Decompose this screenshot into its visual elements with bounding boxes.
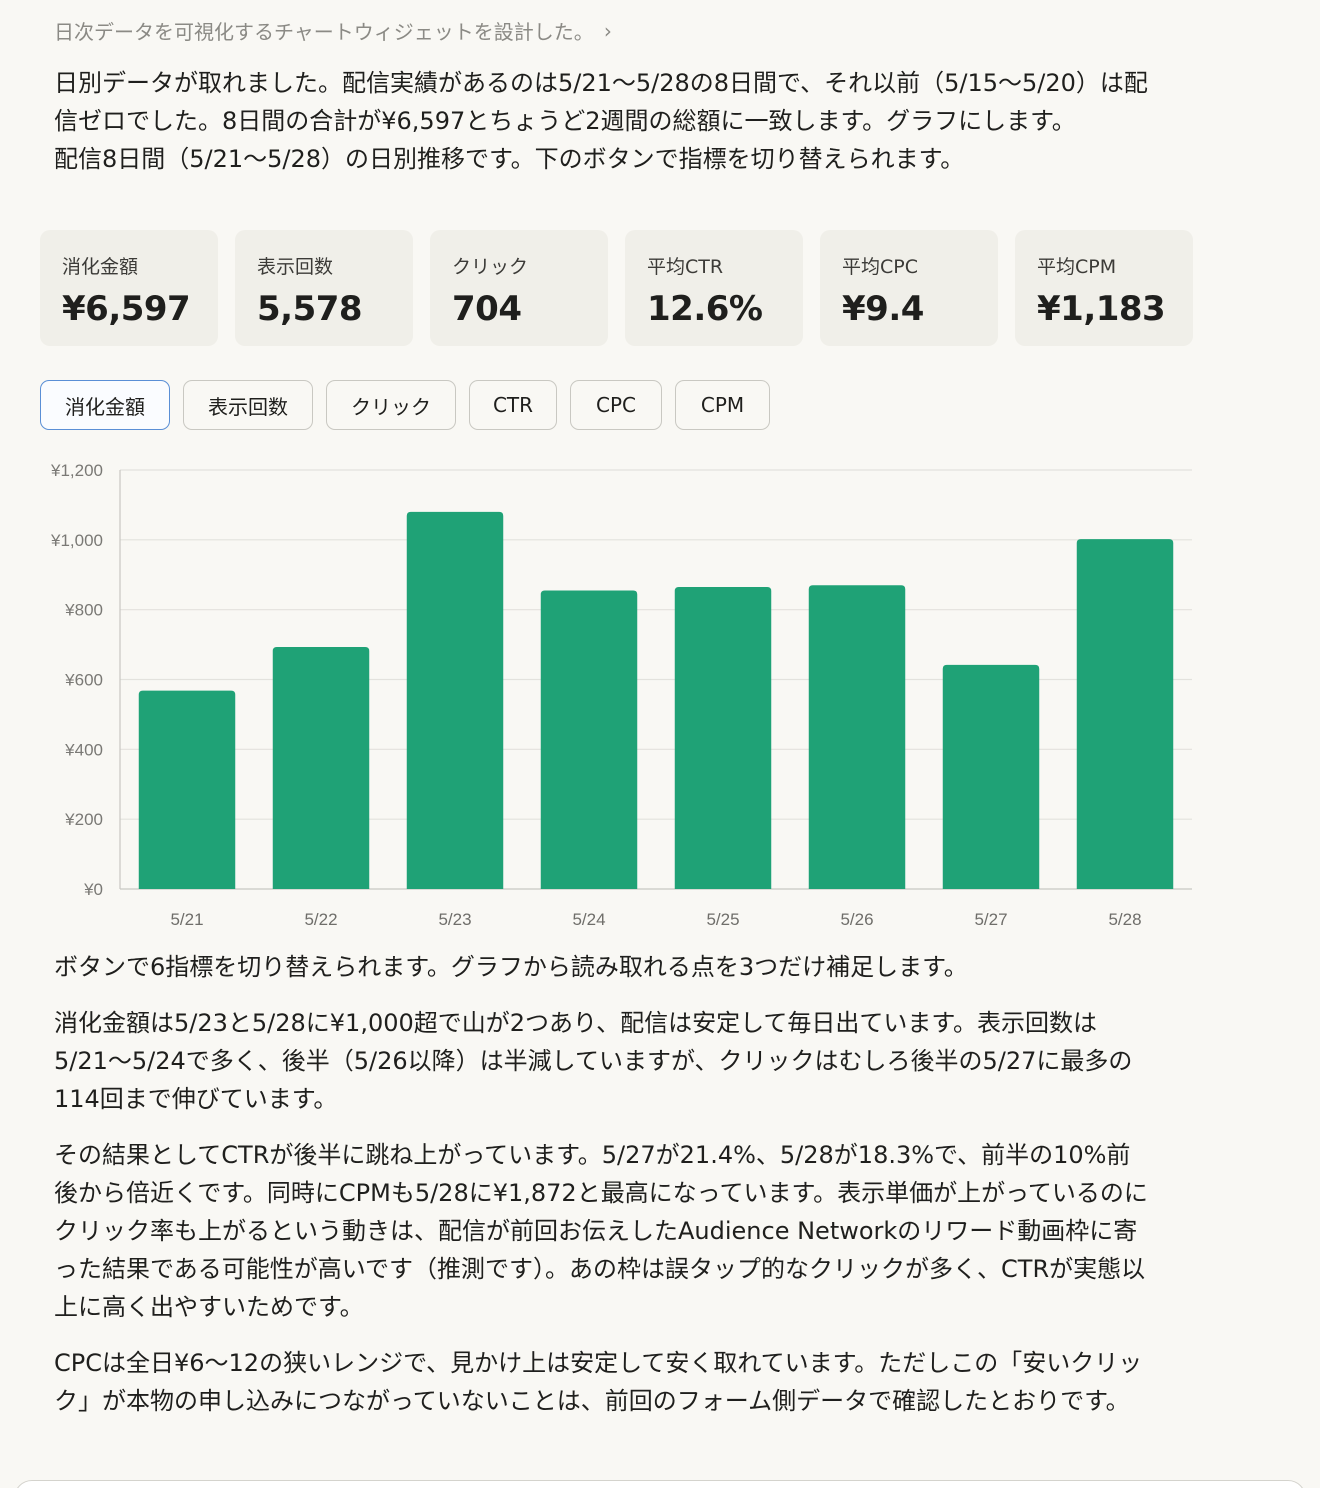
chevron-right-icon: › (603, 18, 612, 43)
kpi-label: クリック (452, 256, 529, 278)
intro-paragraph: 配信8日間（5/21〜5/28）の日別推移です。下のボタンで指標を切り替えられま… (54, 145, 965, 173)
kpi-card-cpc: 平均CPC ¥9.4 (820, 230, 998, 346)
bar-5-21[interactable] (138, 690, 236, 889)
kpi-card-impressions: 表示回数 5,578 (235, 230, 413, 346)
message-input-box[interactable] (14, 1480, 1306, 1488)
x-tick-label: 5/23 (438, 910, 471, 929)
kpi-value: ¥6,597 (62, 289, 191, 329)
y-tick-label: ¥200 (64, 810, 103, 829)
y-tick-label: ¥0 (83, 880, 103, 899)
kpi-label: 平均CTR (647, 256, 724, 278)
x-tick-label: 5/25 (706, 910, 739, 929)
analysis-paragraph: ボタンで6指標を切り替えられます。グラフから読み取れる点を3つだけ補足します。 (54, 953, 968, 981)
tab-ctr[interactable]: CTR (469, 380, 557, 430)
x-tick-label: 5/28 (1108, 910, 1141, 929)
x-tick-label: 5/27 (974, 910, 1007, 929)
tab-clicks[interactable]: クリック (326, 380, 456, 430)
x-tick-label: 5/24 (572, 910, 605, 929)
bar-5-27[interactable] (942, 664, 1040, 889)
analysis-paragraph: CPCは全日¥6〜12の狭いレンジで、見かけ上は安定して安く取れています。ただし… (54, 1349, 1143, 1415)
kpi-card-ctr: 平均CTR 12.6% (625, 230, 803, 346)
bar-5-22[interactable] (272, 647, 370, 889)
kpi-label: 平均CPM (1037, 256, 1117, 278)
kpi-cards: 消化金額 ¥6,597 表示回数 5,578 クリック 704 平均CTR 12… (40, 230, 1193, 346)
kpi-value: ¥1,183 (1037, 289, 1166, 329)
y-tick-label: ¥800 (64, 601, 103, 620)
x-axis-labels: 5/21 5/22 5/23 5/24 5/25 5/26 5/27 5/28 (170, 910, 1141, 929)
kpi-label: 表示回数 (257, 256, 334, 278)
breadcrumb-text: 日次データを可視化するチャートウィジェットを設計した。 (54, 20, 594, 44)
kpi-card-spend: 消化金額 ¥6,597 (40, 230, 218, 346)
x-tick-label: 5/26 (840, 910, 873, 929)
kpi-value: 704 (452, 289, 522, 329)
bar-5-23[interactable] (406, 511, 504, 889)
bar-5-24[interactable] (540, 590, 638, 889)
breadcrumb[interactable]: 日次データを可視化するチャートウィジェットを設計した。 › (54, 16, 612, 45)
tab-cpm[interactable]: CPM (675, 380, 770, 430)
intro-text: 日別データが取れました。配信実績があるのは5/21〜5/28の8日間で、それ以前… (54, 64, 1154, 178)
y-tick-label: ¥1,000 (50, 531, 103, 550)
bar-5-26[interactable] (808, 585, 906, 889)
y-tick-label: ¥600 (64, 671, 103, 690)
kpi-label: 平均CPC (842, 256, 918, 278)
y-tick-label: ¥1,200 (50, 461, 103, 480)
y-tick-label: ¥400 (64, 740, 103, 759)
kpi-card-clicks: クリック 704 (430, 230, 608, 346)
tab-impressions[interactable]: 表示回数 (183, 380, 313, 430)
bar-5-25[interactable] (674, 586, 772, 889)
metric-tabs: 消化金額 表示回数 クリック CTR CPC CPM (40, 380, 770, 430)
tab-cpc[interactable]: CPC (570, 380, 662, 430)
y-axis-labels: ¥0 ¥200 ¥400 ¥600 ¥800 ¥1,000 ¥1,200 (50, 461, 103, 899)
intro-paragraph: 日別データが取れました。配信実績があるのは5/21〜5/28の8日間で、それ以前… (54, 69, 1148, 135)
kpi-value: ¥9.4 (842, 289, 924, 329)
tab-spend[interactable]: 消化金額 (40, 380, 170, 430)
kpi-label: 消化金額 (62, 256, 139, 278)
x-tick-label: 5/22 (304, 910, 337, 929)
kpi-value: 12.6% (647, 289, 763, 329)
kpi-card-cpm: 平均CPM ¥1,183 (1015, 230, 1193, 346)
bar-5-28[interactable] (1076, 539, 1174, 889)
kpi-value: 5,578 (257, 289, 363, 329)
spend-bar-chart: ¥0¥200¥400¥600¥800¥1,000¥1,200 5/21 5/22 5… (50, 461, 1192, 929)
chart-bars (138, 511, 1174, 889)
analysis-paragraph: 消化金額は5/23と5/28に¥1,000超で山が2つあり、配信は安定して毎日出… (54, 1009, 1133, 1113)
x-tick-label: 5/21 (170, 910, 203, 929)
analysis-text: ボタンで6指標を切り替えられます。グラフから読み取れる点を3つだけ補足します。 … (54, 948, 1154, 1438)
analysis-paragraph: その結果としてCTRが後半に跳ね上がっています。5/27が21.4%、5/28が… (54, 1141, 1148, 1321)
